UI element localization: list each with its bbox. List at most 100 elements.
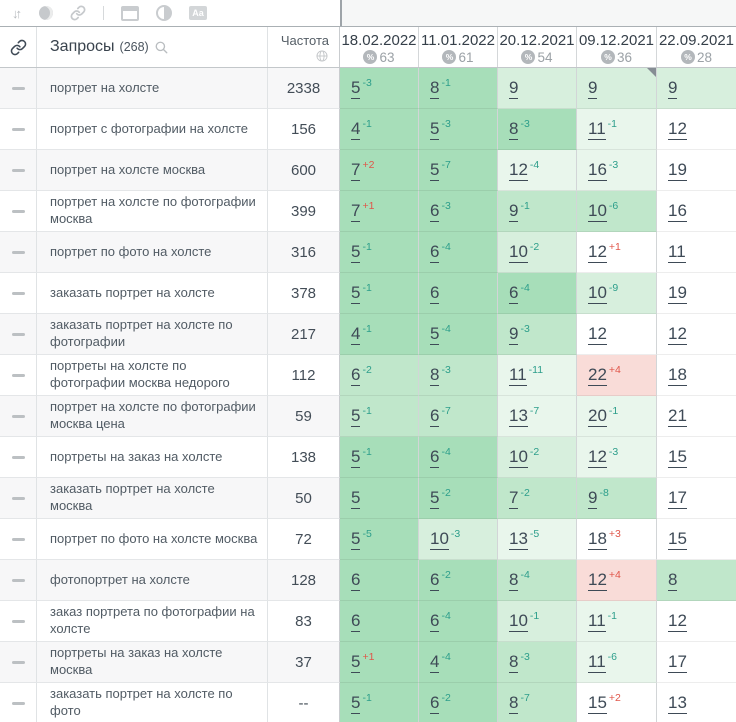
position-value[interactable]: 20 -1 bbox=[588, 404, 619, 428]
position-value[interactable]: 19 bbox=[668, 283, 687, 304]
position-value[interactable]: 11 -11 bbox=[509, 363, 544, 387]
position-value[interactable]: 5 -1 bbox=[351, 240, 372, 264]
position-value[interactable]: 6 -4 bbox=[430, 445, 451, 469]
position-value[interactable]: 4 -1 bbox=[351, 322, 372, 346]
position-value[interactable]: 11 -1 bbox=[588, 117, 617, 141]
position-value[interactable]: 11 bbox=[668, 242, 686, 263]
row-handle[interactable] bbox=[0, 560, 37, 601]
row-handle[interactable] bbox=[0, 396, 37, 437]
date-label[interactable]: 18.02.2022 bbox=[341, 31, 417, 49]
position-value[interactable]: 13 -5 bbox=[509, 527, 540, 551]
row-handle[interactable] bbox=[0, 601, 37, 642]
position-value[interactable]: 9 bbox=[509, 78, 519, 99]
position-value[interactable]: 13 bbox=[668, 693, 687, 714]
position-value[interactable]: 16 -3 bbox=[588, 158, 619, 182]
row-handle[interactable] bbox=[0, 150, 37, 191]
row-handle[interactable] bbox=[0, 355, 37, 396]
position-value[interactable]: 5 -3 bbox=[430, 117, 451, 141]
position-value[interactable]: 13 -7 bbox=[509, 404, 540, 428]
row-handle[interactable] bbox=[0, 314, 37, 355]
position-value[interactable]: 15 bbox=[668, 447, 687, 468]
position-value[interactable]: 8 -1 bbox=[430, 76, 451, 100]
position-value[interactable]: 10 -9 bbox=[588, 281, 619, 305]
frequency-column-header[interactable]: Частота bbox=[268, 27, 340, 67]
position-value[interactable]: 6 bbox=[351, 611, 361, 632]
position-value[interactable]: 9 -3 bbox=[509, 322, 530, 346]
position-value[interactable]: 6 -3 bbox=[430, 199, 451, 223]
contrast-icon[interactable] bbox=[156, 5, 172, 21]
position-value[interactable]: 17 bbox=[668, 652, 687, 673]
position-value[interactable]: 6 -4 bbox=[430, 240, 451, 264]
position-value[interactable]: 18 +3 bbox=[588, 527, 621, 551]
position-value[interactable]: 5 -3 bbox=[351, 76, 372, 100]
position-value[interactable]: 5 -7 bbox=[430, 158, 451, 182]
date-label[interactable]: 22.09.2021 bbox=[658, 31, 735, 49]
position-value[interactable]: 7 +1 bbox=[351, 199, 375, 223]
date-label[interactable]: 09.12.2021 bbox=[578, 31, 655, 49]
position-value[interactable]: 9 -1 bbox=[509, 199, 530, 223]
position-value[interactable]: 6 bbox=[430, 283, 440, 304]
position-value[interactable]: 7 -2 bbox=[509, 486, 530, 510]
link-icon[interactable] bbox=[70, 5, 86, 21]
row-handle[interactable] bbox=[0, 478, 37, 519]
position-value[interactable]: 12 bbox=[668, 119, 687, 140]
position-value[interactable]: 8 -3 bbox=[509, 117, 530, 141]
position-value[interactable]: 8 -3 bbox=[509, 650, 530, 674]
position-value[interactable]: 15 bbox=[668, 529, 687, 550]
row-handle[interactable] bbox=[0, 191, 37, 232]
date-label[interactable]: 11.01.2022 bbox=[421, 31, 495, 49]
row-handle[interactable] bbox=[0, 683, 37, 722]
row-handle[interactable] bbox=[0, 232, 37, 273]
position-value[interactable]: 5 +1 bbox=[351, 650, 375, 674]
position-value[interactable]: 18 bbox=[668, 365, 687, 386]
position-value[interactable]: 8 bbox=[668, 570, 678, 591]
position-value[interactable]: 6 -4 bbox=[509, 281, 530, 305]
link-column-header[interactable] bbox=[0, 27, 37, 67]
position-value[interactable]: 6 -2 bbox=[430, 691, 451, 715]
position-value[interactable]: 12 -4 bbox=[509, 158, 540, 182]
target-circle-icon[interactable] bbox=[39, 6, 53, 20]
text-format-icon[interactable]: Aa bbox=[189, 6, 207, 20]
position-value[interactable]: 21 bbox=[668, 406, 687, 427]
position-value[interactable]: 10 -6 bbox=[588, 199, 619, 223]
row-handle[interactable] bbox=[0, 109, 37, 150]
row-handle[interactable] bbox=[0, 68, 37, 109]
position-value[interactable]: 6 -7 bbox=[430, 404, 451, 428]
position-value[interactable]: 12 bbox=[668, 611, 687, 632]
sort-icon[interactable]: ↓↑ bbox=[12, 5, 22, 21]
row-handle[interactable] bbox=[0, 437, 37, 478]
position-value[interactable]: 19 bbox=[668, 160, 687, 181]
position-value[interactable]: 6 -2 bbox=[430, 568, 451, 592]
position-value[interactable]: 10 -2 bbox=[509, 240, 540, 264]
position-value[interactable]: 22 +4 bbox=[588, 363, 621, 387]
row-handle[interactable] bbox=[0, 273, 37, 314]
position-value[interactable]: 9 -8 bbox=[588, 486, 609, 510]
search-icon[interactable] bbox=[154, 40, 169, 55]
position-value[interactable]: 17 bbox=[668, 488, 687, 509]
position-value[interactable]: 10 -3 bbox=[430, 527, 461, 551]
row-handle[interactable] bbox=[0, 519, 37, 560]
position-value[interactable]: 12 +4 bbox=[588, 568, 621, 592]
position-value[interactable]: 9 bbox=[588, 78, 598, 99]
position-value[interactable]: 6 bbox=[351, 570, 361, 591]
position-value[interactable]: 5 -1 bbox=[351, 281, 372, 305]
position-value[interactable]: 12 +1 bbox=[588, 240, 621, 264]
position-value[interactable]: 5 -2 bbox=[430, 486, 451, 510]
position-value[interactable]: 12 bbox=[588, 324, 607, 345]
position-value[interactable]: 4 -4 bbox=[430, 650, 451, 674]
position-value[interactable]: 12 -3 bbox=[588, 445, 619, 469]
table-layout-icon[interactable] bbox=[121, 5, 139, 21]
position-value[interactable]: 11 -6 bbox=[588, 650, 617, 674]
row-handle[interactable] bbox=[0, 642, 37, 683]
position-value[interactable]: 10 -1 bbox=[509, 609, 540, 633]
position-value[interactable]: 5 -4 bbox=[430, 322, 451, 346]
position-value[interactable]: 8 -3 bbox=[430, 363, 451, 387]
position-value[interactable]: 5 -1 bbox=[351, 691, 372, 715]
position-value[interactable]: 6 -4 bbox=[430, 609, 451, 633]
position-value[interactable]: 8 -4 bbox=[509, 568, 530, 592]
position-value[interactable]: 5 -1 bbox=[351, 445, 372, 469]
position-value[interactable]: 5 bbox=[351, 488, 361, 509]
position-value[interactable]: 11 -1 bbox=[588, 609, 617, 633]
position-value[interactable]: 6 -2 bbox=[351, 363, 372, 387]
position-value[interactable]: 10 -2 bbox=[509, 445, 540, 469]
